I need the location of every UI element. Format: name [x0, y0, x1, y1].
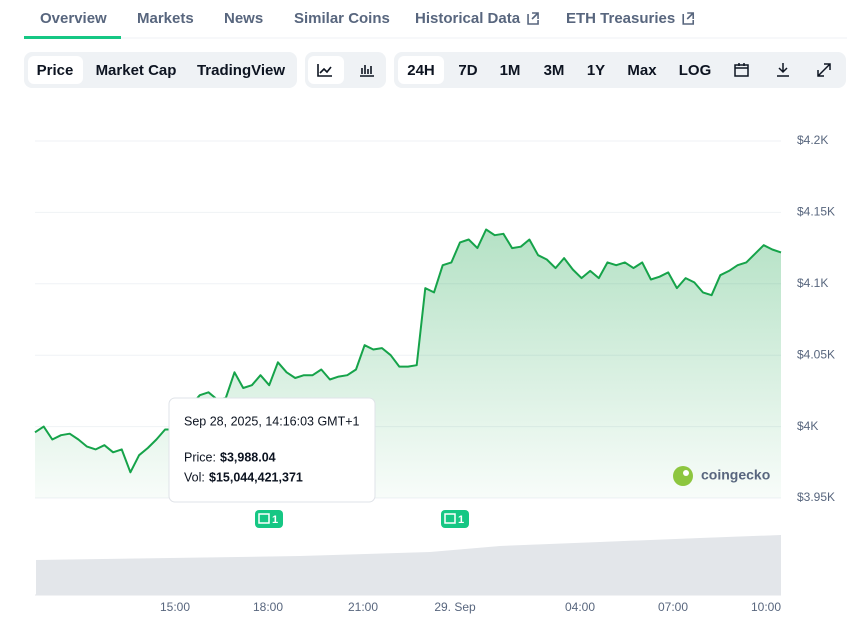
event-icon [258, 513, 270, 524]
range-button[interactable]: 24H [407, 62, 435, 79]
range-button[interactable]: 1Y [587, 62, 605, 79]
tooltip-date: Sep 28, 2025, 14:16:03 GMT+1 [184, 414, 360, 428]
tab[interactable]: Similar Coins [294, 10, 390, 27]
x-tick-label: 07:00 [658, 600, 688, 614]
external-link-icon[interactable] [682, 12, 695, 25]
view-button[interactable]: Price [37, 62, 74, 79]
external-link-icon[interactable] [527, 12, 539, 25]
line-chart-icon[interactable] [317, 64, 332, 77]
range-button[interactable]: 1M [500, 62, 521, 79]
x-tick-label: 18:00 [253, 600, 283, 614]
x-tick-label: 10:00 [751, 600, 781, 614]
price-line [34, 228, 782, 474]
fullscreen-icon[interactable] [817, 63, 831, 77]
calendar-icon[interactable] [734, 63, 749, 77]
candle-chart-icon[interactable] [360, 65, 374, 77]
x-tick-label: 15:00 [160, 600, 190, 614]
range-button[interactable]: 7D [458, 62, 477, 79]
y-tick-label: $4.1K [797, 276, 828, 290]
tooltip-price-label: Price: [184, 450, 216, 464]
tab[interactable]: News [224, 10, 263, 27]
area [35, 229, 781, 498]
event-count: 1 [458, 514, 464, 526]
watermark: coingecko [701, 467, 770, 483]
download-icon[interactable] [777, 63, 789, 77]
y-tick-label: $4.05K [797, 347, 835, 361]
tooltip-vol: $15,044,421,371 [209, 470, 303, 484]
tab[interactable]: Markets [137, 10, 194, 27]
view-button[interactable]: TradingView [197, 62, 285, 79]
tooltip-vol-label: Vol: [184, 470, 205, 484]
volume-band [36, 535, 781, 595]
logo [673, 466, 693, 486]
tab[interactable]: Historical Data [415, 10, 521, 27]
range-group [394, 52, 846, 88]
y-tick-label: $3.95K [797, 490, 835, 504]
x-tick-label: 21:00 [348, 600, 378, 614]
y-tick-label: $4K [797, 419, 818, 433]
range-button[interactable]: Max [627, 62, 657, 79]
logo-eye [683, 470, 689, 476]
tab[interactable]: Overview [40, 10, 107, 27]
tab-underline [24, 36, 121, 39]
selected-button [28, 56, 83, 84]
tooltip-price: $3,988.04 [220, 450, 276, 464]
x-tick-label: 29. Sep [434, 600, 476, 614]
range-button[interactable]: LOG [679, 62, 712, 79]
selected-button [398, 56, 444, 84]
tab[interactable]: ETH Treasuries [566, 10, 675, 27]
y-tick-label: $4.2K [797, 133, 828, 147]
range-button[interactable]: 3M [544, 62, 565, 79]
view-button[interactable]: Market Cap [96, 62, 177, 79]
event-count: 1 [272, 514, 278, 526]
view-group [24, 52, 297, 88]
tooltip [168, 397, 376, 503]
x-tick-label: 04:00 [565, 600, 595, 614]
event-icon [444, 513, 456, 524]
y-tick-label: $4.15K [797, 205, 835, 219]
